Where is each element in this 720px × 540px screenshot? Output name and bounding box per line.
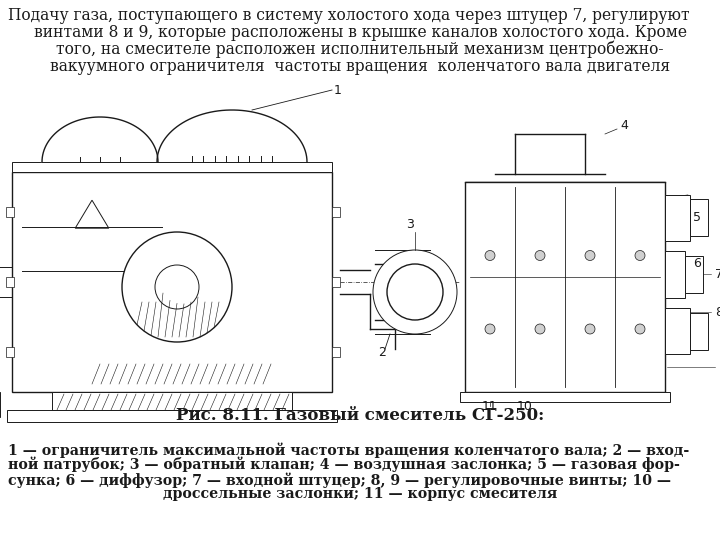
Bar	[6, 347, 14, 357]
Circle shape	[122, 232, 232, 342]
Circle shape	[585, 251, 595, 260]
Bar	[52, 392, 292, 410]
Text: 7: 7	[715, 268, 720, 281]
Text: сунка; 6 — диффузор; 7 — входной штуцер; 8, 9 — регулировочные винты; 10 —: сунка; 6 — диффузор; 7 — входной штуцер;…	[8, 472, 671, 488]
Circle shape	[535, 324, 545, 334]
Bar	[685, 256, 703, 293]
Text: Подачу газа, поступающего в систему холостого хода через штуцер 7, регулируют: Подачу газа, поступающего в систему холо…	[8, 7, 690, 24]
Text: ной патрубок; 3 — обратный клапан; 4 — воздушная заслонка; 5 — газовая фор-: ной патрубок; 3 — обратный клапан; 4 — в…	[8, 457, 680, 472]
Text: 2: 2	[378, 346, 386, 359]
Text: дроссельные заслонки; 11 — корпус смесителя: дроссельные заслонки; 11 — корпус смесит…	[163, 487, 557, 501]
Polygon shape	[157, 110, 307, 162]
Bar	[690, 199, 708, 236]
Text: винтами 8 и 9, которые расположены в крышке каналов холостого хода. Кроме: винтами 8 и 9, которые расположены в кры…	[34, 24, 686, 41]
Bar	[332, 207, 340, 217]
Bar	[12, 162, 332, 172]
Text: 11: 11	[482, 400, 498, 413]
Circle shape	[535, 251, 545, 260]
Text: того, на смесителе расположен исполнительный механизм центробежно-: того, на смесителе расположен исполнител…	[56, 41, 664, 58]
Text: 3: 3	[406, 218, 414, 231]
Bar	[665, 251, 685, 298]
Circle shape	[635, 324, 645, 334]
Bar	[7, 410, 337, 422]
Bar	[665, 194, 690, 241]
Bar	[332, 347, 340, 357]
Text: 1 — ограничитель максимальной частоты вращения коленчатого вала; 2 — вход-: 1 — ограничитель максимальной частоты вр…	[8, 442, 689, 457]
Circle shape	[635, 251, 645, 260]
Text: 8: 8	[715, 306, 720, 319]
Bar	[465, 182, 665, 392]
Bar	[665, 308, 690, 354]
Bar	[460, 392, 670, 402]
Bar	[6, 207, 14, 217]
Text: 4: 4	[620, 119, 628, 132]
Text: вакуумного ограничителя  частоты вращения  коленчатого вала двигателя: вакуумного ограничителя частоты вращения…	[50, 58, 670, 75]
Polygon shape	[42, 117, 158, 162]
Text: Рис. 8.11. Газовый смеситель СГ-250:: Рис. 8.11. Газовый смеситель СГ-250:	[176, 407, 544, 424]
Bar	[690, 313, 708, 349]
Text: 10: 10	[517, 400, 533, 413]
Bar	[6, 277, 14, 287]
Text: 1: 1	[334, 84, 342, 97]
Bar	[332, 277, 340, 287]
Text: 5: 5	[693, 211, 701, 224]
Text: 6: 6	[693, 258, 701, 271]
Circle shape	[485, 251, 495, 260]
Circle shape	[485, 324, 495, 334]
Circle shape	[585, 324, 595, 334]
Bar	[12, 172, 332, 392]
Circle shape	[373, 250, 457, 334]
